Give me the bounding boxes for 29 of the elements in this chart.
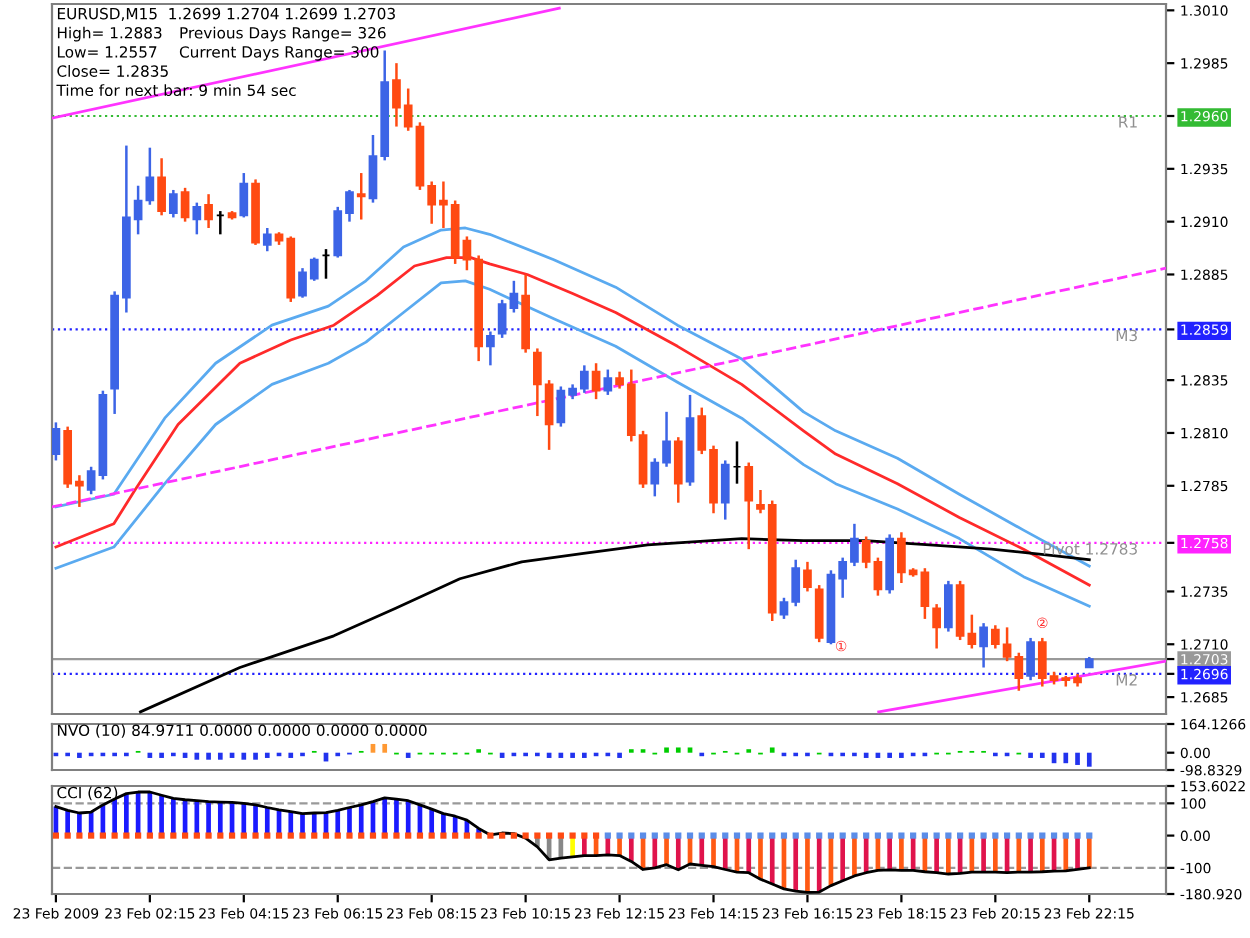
- candlestick: [1026, 636, 1035, 682]
- candlestick: [920, 566, 930, 621]
- bar: [816, 835, 822, 893]
- candlestick: [603, 368, 613, 397]
- candlestick: [192, 201, 202, 236]
- candlestick: [486, 330, 495, 367]
- candlestick: [497, 298, 507, 340]
- candlestick: [239, 171, 249, 219]
- candlestick: [204, 192, 213, 230]
- candlestick: [356, 171, 366, 221]
- candlestick: [168, 188, 178, 219]
- candlestick: [932, 602, 941, 650]
- candlestick: [509, 279, 519, 314]
- candlestick: [720, 459, 730, 521]
- candlestick: [86, 465, 96, 496]
- candlestick: [744, 461, 754, 551]
- candlestick: [979, 621, 988, 669]
- candlestick: [673, 435, 683, 504]
- bar: [805, 835, 810, 893]
- candlestick: [591, 361, 601, 401]
- candlestick: [52, 421, 61, 462]
- candlestick: [944, 579, 953, 633]
- candlestick: [180, 186, 190, 223]
- candlestick: [262, 226, 272, 253]
- candlestick: [145, 146, 155, 206]
- bar: [793, 835, 799, 892]
- line-series: [54, 790, 1091, 894]
- candlestick: [803, 560, 812, 593]
- candlestick: [157, 157, 166, 217]
